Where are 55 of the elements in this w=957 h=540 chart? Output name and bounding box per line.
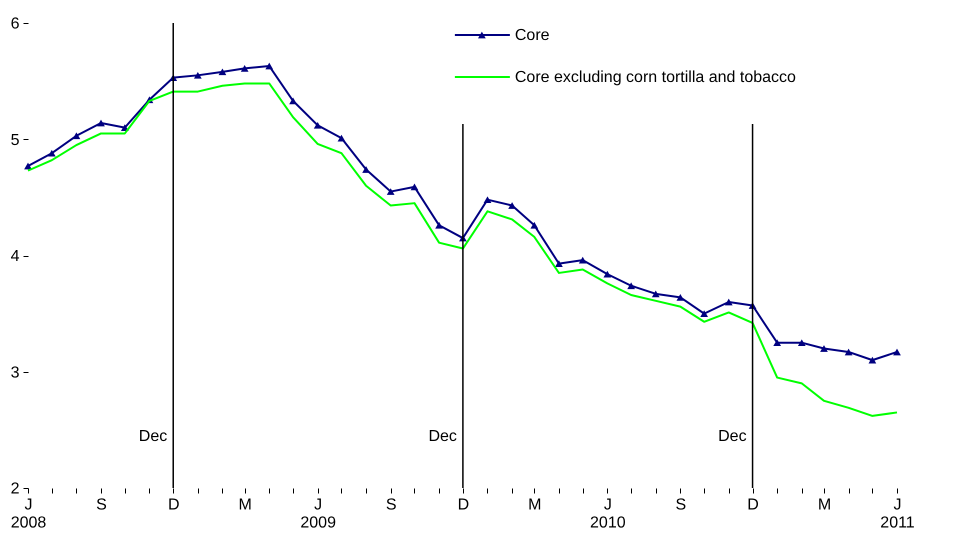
point (844, 348, 852, 356)
x-tick-label: D (458, 496, 470, 514)
point (484, 196, 492, 204)
x-tick-label: S (676, 496, 686, 514)
legend-label: Core (514, 27, 550, 44)
x-tick-label: S (386, 496, 397, 514)
point (798, 339, 806, 346)
x-tick-label: D (168, 496, 180, 514)
point (820, 345, 828, 352)
point (893, 348, 901, 356)
point (627, 282, 636, 290)
point (555, 260, 563, 267)
x-tick-label: J 2009 (300, 496, 336, 532)
x-tick-label: M (528, 496, 542, 514)
point (652, 290, 660, 298)
y-tick-label: 2 (10, 480, 20, 498)
x-tick-label: M (818, 496, 832, 514)
point (97, 120, 105, 126)
point (289, 98, 297, 104)
ref-line-label: Dec (428, 428, 457, 445)
point (578, 256, 587, 264)
point (48, 150, 56, 157)
x-tick-label: M (238, 496, 252, 514)
point (24, 162, 32, 170)
y-tick-label: 4 (10, 248, 20, 265)
y-tick-label: 5 (10, 132, 20, 149)
point (603, 270, 612, 278)
point (700, 310, 708, 317)
x-tick-label: J 2011 (880, 496, 915, 532)
point (410, 184, 418, 190)
point (338, 134, 346, 142)
y-tick-label: 6 (10, 16, 20, 32)
point (362, 166, 370, 173)
point (724, 298, 733, 306)
point (676, 294, 684, 301)
point (508, 202, 516, 209)
x-tick-label: D (747, 496, 759, 514)
point (435, 222, 443, 229)
x-tick-label: S (96, 496, 107, 514)
point (194, 72, 202, 79)
point (218, 68, 226, 76)
point (386, 188, 395, 195)
ref-line-label: Dec (138, 428, 168, 445)
ref-line-label: Dec (718, 428, 747, 445)
x-tick-label: J 2010 (590, 496, 626, 532)
point (314, 122, 322, 129)
point (72, 132, 80, 140)
point (265, 62, 274, 70)
point (773, 339, 782, 346)
y-tick-label: 3 (10, 364, 20, 382)
point (240, 64, 249, 72)
point (530, 222, 538, 229)
point (868, 356, 876, 364)
x-tick-label: J 2008 (10, 496, 46, 532)
legend-label: Core excluding corn tortilla and tobacco (514, 69, 796, 86)
